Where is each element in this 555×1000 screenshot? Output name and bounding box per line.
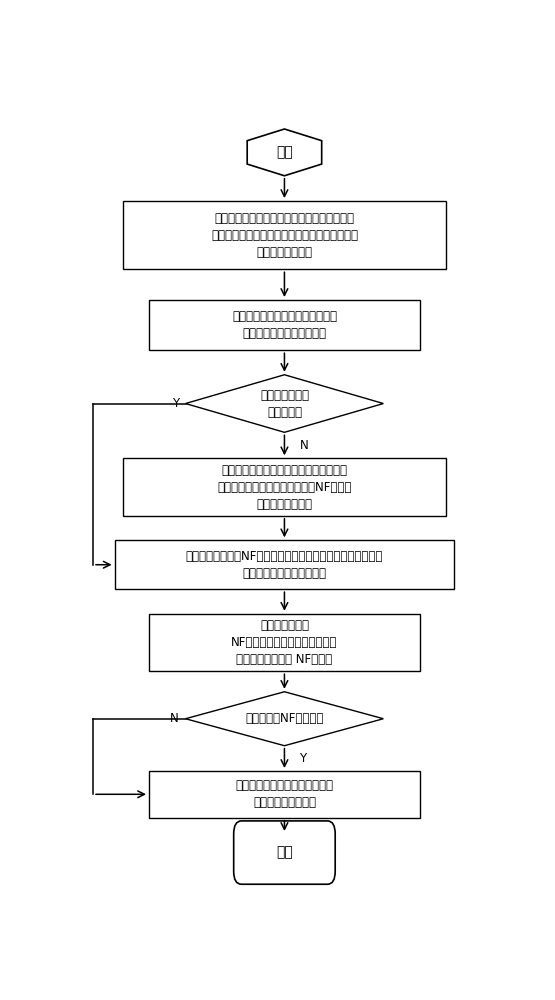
- Text: 结束: 结束: [276, 846, 293, 860]
- FancyBboxPatch shape: [234, 821, 335, 884]
- FancyBboxPatch shape: [123, 458, 446, 516]
- Text: N: N: [300, 439, 308, 452]
- Text: 松弛原无功优化问题，并应用二次
约束二次规划算法进行求解: 松弛原无功优化问题，并应用二次 约束二次规划算法进行求解: [232, 310, 337, 340]
- FancyBboxPatch shape: [149, 771, 420, 818]
- Text: 待分支队列NF是否为空: 待分支队列NF是否为空: [245, 712, 324, 725]
- Polygon shape: [247, 129, 322, 176]
- Text: Y: Y: [172, 397, 179, 410]
- Text: 建立计及系统负序电压和网络损耗的目标函数
、节点功率方程、运行约束，形成三相不平衡配
电网无功优化模型: 建立计及系统负序电压和网络损耗的目标函数 、节点功率方程、运行约束，形成三相不平…: [211, 212, 358, 259]
- Text: 开始: 开始: [276, 145, 293, 159]
- Polygon shape: [185, 692, 384, 746]
- FancyBboxPatch shape: [149, 300, 420, 350]
- FancyBboxPatch shape: [114, 540, 455, 589]
- Polygon shape: [185, 375, 384, 432]
- Text: 将松弛问题的最优目标函数值作为下界，
并将松弛问题添加入带分支队列NF中，并
计算原问题的上界: 将松弛问题的最优目标函数值作为下界， 并将松弛问题添加入带分支队列NF中，并 计…: [217, 464, 352, 511]
- FancyBboxPatch shape: [149, 614, 420, 671]
- Text: Y: Y: [300, 752, 306, 765]
- Text: 从已得整数可行解中取出目标值
最小的解作为最优解: 从已得整数可行解中取出目标值 最小的解作为最优解: [235, 779, 334, 809]
- Text: 依次对待分支队列NF中的松弛子问题进行分支，采用二次约束
二次规划求解各分支子问题: 依次对待分支队列NF中的松弛子问题进行分支，采用二次约束 二次规划求解各分支子问…: [186, 550, 383, 580]
- Text: 所有离散变量均
取得离散值: 所有离散变量均 取得离散值: [260, 389, 309, 419]
- FancyBboxPatch shape: [123, 201, 446, 269]
- Text: 根据剪支准则对
NF中的各子问题进行剪支处理，
剪枝后的子问题从 NF中删除: 根据剪支准则对 NF中的各子问题进行剪支处理， 剪枝后的子问题从 NF中删除: [231, 619, 337, 666]
- Text: N: N: [170, 712, 179, 725]
